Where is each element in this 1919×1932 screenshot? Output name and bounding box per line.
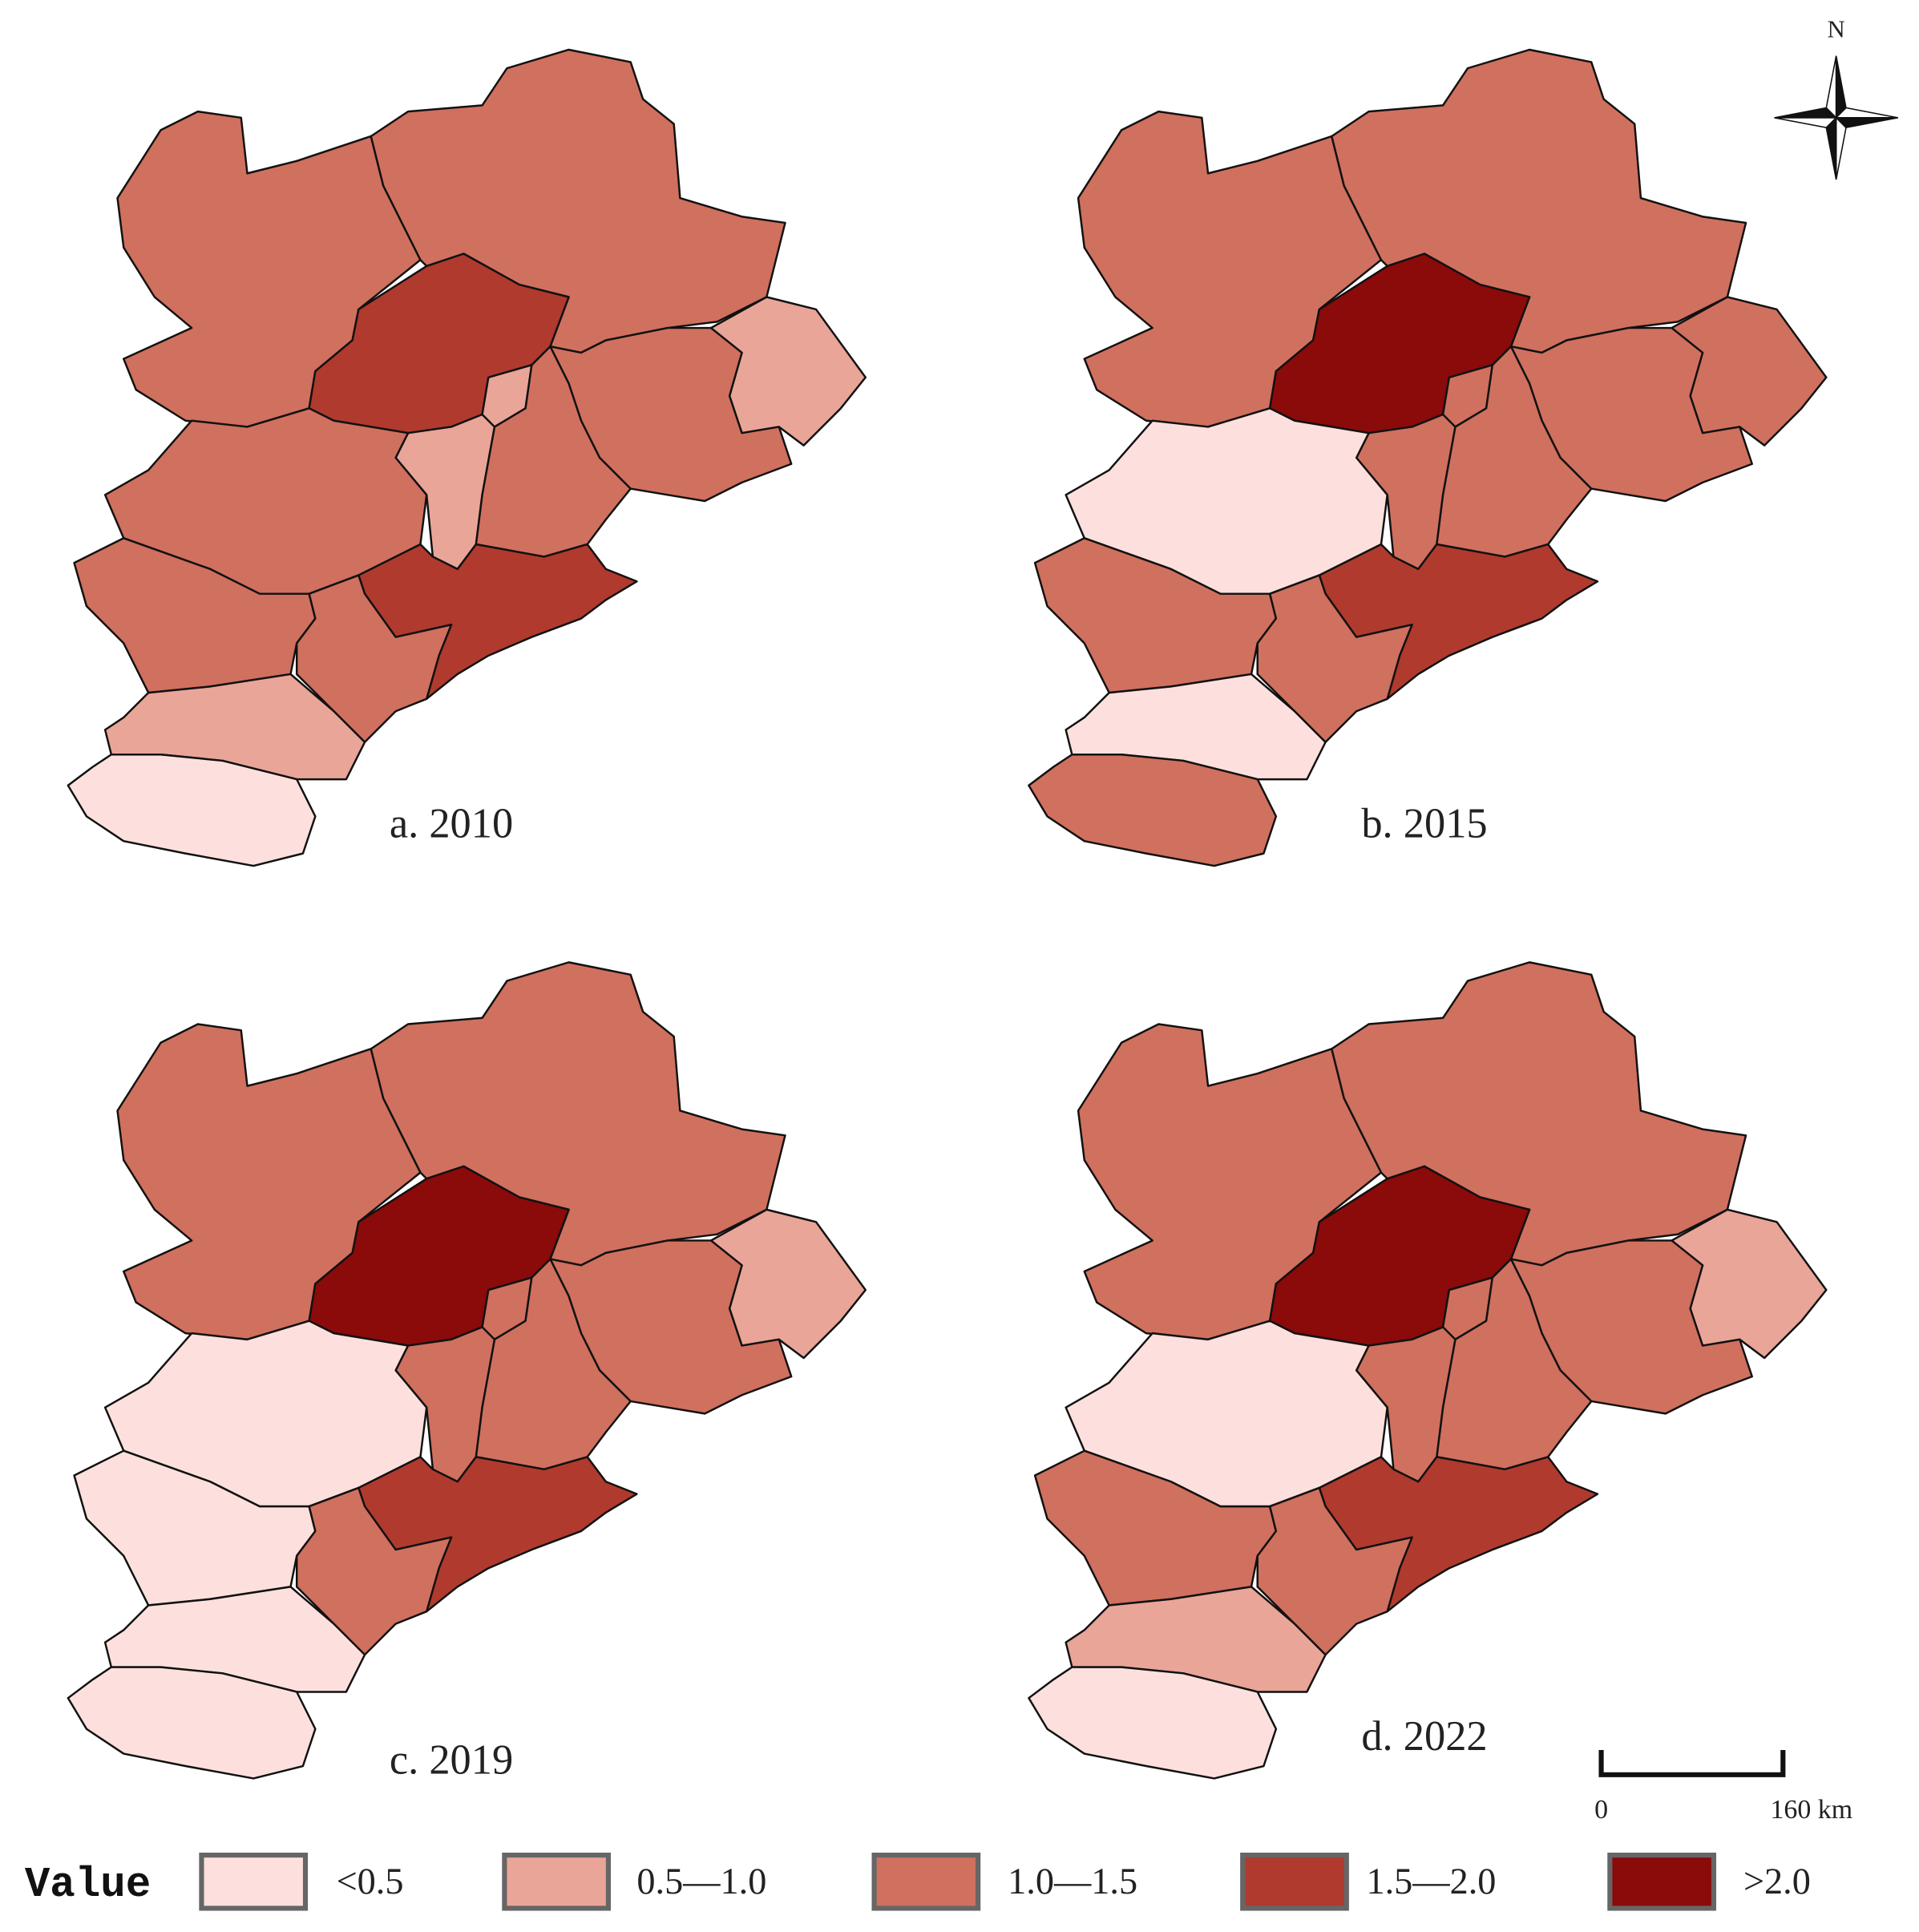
region (1436, 345, 1593, 558)
scale-start: 0 (1594, 1795, 1608, 1825)
legend-swatch (1240, 1852, 1349, 1911)
map-panel (67, 961, 867, 1780)
legend-swatch (199, 1852, 309, 1911)
region (295, 1486, 453, 1656)
region (1028, 1666, 1278, 1780)
panel-label: c. 2019 (390, 1736, 513, 1783)
panel-label: b. 2015 (1361, 801, 1487, 847)
map-panel (1028, 961, 1828, 1780)
region (67, 753, 317, 867)
panels: a. 2010 b. 2015 c. 2019 d. 2022 (67, 48, 1828, 1783)
region (67, 1666, 317, 1780)
map-panel (67, 48, 867, 867)
north-arrow (1774, 55, 1898, 180)
legend-swatch (871, 1852, 981, 1911)
legend: <0.5 0.5—1.0 1.0—1.5 1.5—2.0 >2.0 (199, 1852, 1811, 1911)
map-panel (1028, 48, 1828, 867)
region (1256, 1486, 1413, 1656)
region (295, 574, 453, 744)
scale-bar (1598, 1749, 1786, 1777)
region (475, 345, 632, 558)
panel-label: a. 2010 (390, 801, 513, 847)
legend-label: 1.0—1.5 (1008, 1861, 1137, 1902)
legend-swatch (1607, 1852, 1717, 1911)
scale-end: 160 km (1770, 1795, 1852, 1825)
legend-label: 1.5—2.0 (1366, 1861, 1496, 1902)
north-label: N (1828, 16, 1845, 43)
region (1256, 574, 1413, 744)
region (1436, 1258, 1593, 1471)
panel-label: d. 2022 (1361, 1713, 1487, 1760)
legend-label: 0.5—1.0 (636, 1861, 766, 1902)
legend-title: Value (25, 1861, 151, 1909)
region (475, 1258, 632, 1471)
legend-label: >2.0 (1743, 1861, 1811, 1902)
region (1028, 753, 1278, 867)
legend-swatch (502, 1852, 612, 1911)
legend-label: <0.5 (337, 1861, 404, 1902)
